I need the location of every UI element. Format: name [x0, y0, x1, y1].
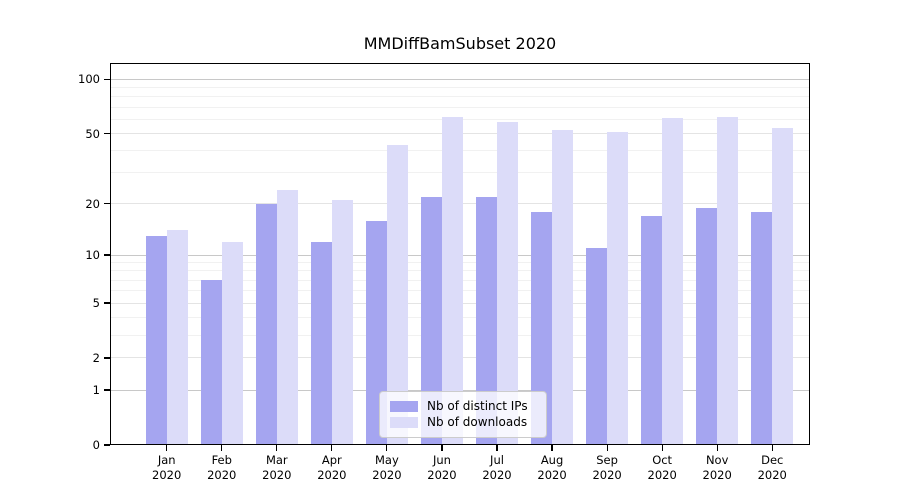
- x-tick-apr: [331, 445, 333, 451]
- x-tick-jun: [441, 445, 443, 451]
- bar-distinct-ips-oct: [641, 216, 663, 445]
- gridline-y-100: [110, 78, 810, 80]
- x-tick-jan: [166, 445, 168, 451]
- x-tick-label-jan: Jan 2020: [152, 453, 182, 482]
- bar-distinct-ips-jul: [476, 196, 497, 445]
- x-tick-label-aug: Aug 2020: [537, 453, 567, 482]
- bar-downloads-jul: [497, 121, 518, 445]
- x-tick-label-apr: Apr 2020: [317, 453, 347, 482]
- bar-distinct-ips-sep: [586, 248, 608, 445]
- y-tick-1: [104, 389, 110, 391]
- y-tick-label-10: 10: [85, 248, 100, 263]
- y-tick-label-20: 20: [85, 196, 100, 211]
- bar-downloads-nov: [717, 116, 739, 445]
- x-tick-may: [386, 445, 388, 451]
- legend-label-downloads: Nb of downloads: [427, 415, 528, 429]
- x-tick-jul: [496, 445, 498, 451]
- bar-downloads-apr: [331, 200, 353, 445]
- bar-distinct-ips-jan: [145, 235, 167, 445]
- x-tick-label-feb: Feb 2020: [207, 453, 237, 482]
- bar-distinct-ips-jun: [420, 196, 442, 445]
- bar-distinct-ips-may: [365, 220, 387, 445]
- y-tick-50: [104, 132, 110, 135]
- bar-distinct-ips-nov: [696, 207, 718, 445]
- bar-distinct-ips-apr: [310, 241, 332, 445]
- legend: Nb of distinct IPs Nb of downloads: [379, 391, 547, 438]
- legend-row-downloads: Nb of downloads: [390, 414, 536, 430]
- x-tick-dec: [771, 445, 773, 451]
- legend-swatch-distinct-ips: [390, 400, 418, 412]
- x-tick-aug: [551, 445, 553, 451]
- x-tick-label-jul: Jul 2020: [482, 453, 512, 482]
- bar-downloads-jun: [441, 116, 463, 445]
- x-tick-feb: [221, 445, 223, 451]
- x-tick-label-oct: Oct 2020: [647, 453, 677, 482]
- x-tick-label-mar: Mar 2020: [262, 453, 292, 482]
- legend-swatch-downloads: [390, 416, 418, 428]
- x-tick-mar: [276, 445, 278, 451]
- bar-downloads-dec: [772, 127, 794, 445]
- bar-distinct-ips-aug: [531, 211, 553, 445]
- bar-distinct-ips-feb: [200, 280, 222, 445]
- bar-downloads-mar: [276, 189, 298, 445]
- legend-row-distinct-ips: Nb of distinct IPs: [390, 398, 536, 414]
- chart-title: MMDiffBamSubset 2020: [363, 34, 557, 53]
- y-tick-5: [104, 302, 110, 304]
- bar-distinct-ips-dec: [751, 211, 773, 445]
- y-tick-10: [104, 254, 110, 256]
- gridline-y-70: [110, 106, 810, 108]
- x-tick-nov: [716, 445, 718, 451]
- y-tick-label-5: 5: [92, 296, 100, 311]
- y-tick-20: [104, 203, 110, 205]
- x-tick-label-nov: Nov 2020: [702, 453, 732, 482]
- bar-downloads-may: [386, 145, 408, 445]
- y-tick-label-0: 0: [92, 438, 100, 452]
- x-tick-label-jun: Jun 2020: [427, 453, 457, 482]
- bar-downloads-sep: [607, 131, 629, 445]
- gridline-y-80: [110, 96, 810, 98]
- x-tick-label-dec: Dec 2020: [757, 453, 787, 482]
- bar-downloads-aug: [552, 130, 574, 445]
- y-tick-0: [104, 444, 110, 446]
- bar-downloads-jan: [166, 230, 188, 445]
- x-tick-sep: [606, 445, 608, 451]
- x-tick-label-may: May 2020: [372, 453, 402, 482]
- x-tick-label-sep: Sep 2020: [592, 453, 622, 482]
- bar-downloads-oct: [662, 118, 684, 445]
- gridline-y-90: [110, 87, 810, 89]
- x-tick-oct: [661, 445, 663, 451]
- plot-area: [110, 63, 810, 445]
- y-tick-2: [104, 357, 110, 359]
- y-tick-label-100: 100: [78, 72, 100, 87]
- y-tick-label-50: 50: [85, 126, 100, 141]
- legend-label-distinct-ips: Nb of distinct IPs: [427, 399, 528, 413]
- bar-downloads-feb: [221, 241, 243, 445]
- bar-distinct-ips-mar: [255, 203, 277, 445]
- y-tick-100: [104, 78, 110, 80]
- y-tick-label-1: 1: [92, 383, 100, 398]
- y-tick-label-2: 2: [92, 350, 100, 365]
